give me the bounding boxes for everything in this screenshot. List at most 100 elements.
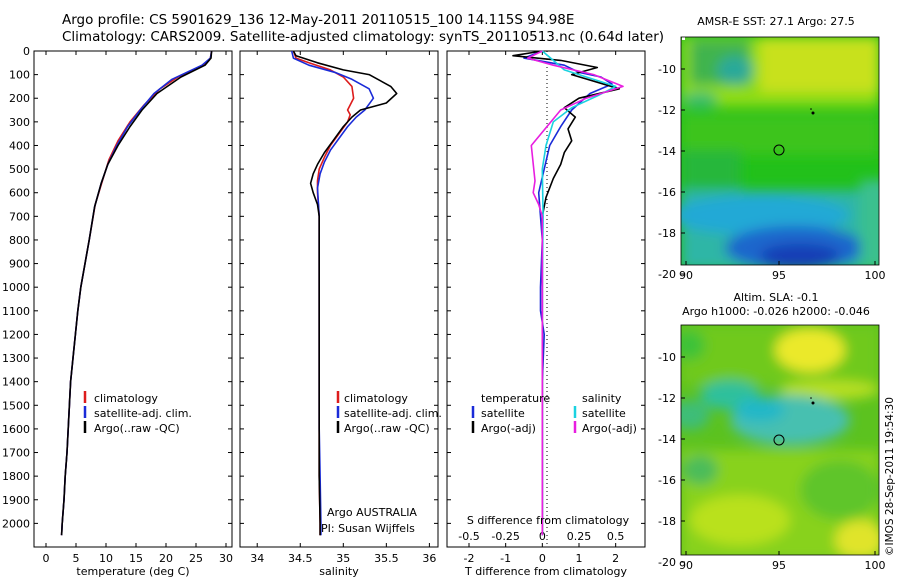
legend-argo-label: Argo(..raw -QC) [344, 422, 430, 435]
map-y-tick-label: -20 [658, 268, 676, 281]
y-tick-label: 1100 [2, 305, 30, 318]
legend-satellite-label: satellite-adj. clim. [344, 407, 442, 420]
series-line-satellite [523, 50, 613, 536]
y-tick-label: 0 [23, 45, 30, 58]
s-difference-tick-label: -0.5 [458, 530, 479, 543]
map-y-tick-label: -10 [658, 351, 676, 364]
series-line-argo-raw-qc [292, 50, 398, 536]
y-tick-label: 200 [9, 92, 30, 105]
float-institution-label: Argo AUSTRALIA [327, 506, 417, 519]
profile-location-marker [773, 434, 785, 446]
map-x-tick-label: 90 [679, 559, 693, 572]
float-track-dot [811, 401, 815, 405]
y-tick-label: 1800 [2, 470, 30, 483]
sst-map-panel: AMSR-E SST: 27.1 Argo: 27.5 -10 -12 -14 -16… [658, 15, 885, 282]
x-tick-label: 0 [539, 552, 546, 565]
float-pi-label: PI: Susan Wijffels [321, 522, 415, 535]
series-line-argo-raw-qc [60, 50, 213, 536]
legend-s-satellite-label: satellite [582, 407, 626, 420]
map-y-tick-label: -14 [658, 145, 676, 158]
legend-climatology-label: climatology [344, 392, 408, 405]
legend-argo-label: Argo(..raw -QC) [94, 422, 180, 435]
x-tick-label: 35.5 [374, 552, 399, 565]
y-tick-label: 1200 [2, 328, 30, 341]
s-difference-tick-label: -0.25 [491, 530, 519, 543]
s-difference-tick-label: 0.25 [567, 530, 592, 543]
legend-t-argo-label: Argo(-adj) [481, 422, 536, 435]
legend-climatology-label: climatology [94, 392, 158, 405]
s-difference-tick-label: 0.5 [607, 530, 625, 543]
map-y-tick-label: -18 [658, 227, 676, 240]
x-tick-label: 0 [43, 552, 50, 565]
series-line-climatology [60, 50, 213, 536]
y-tick-label: 1000 [2, 281, 30, 294]
sla-map-image [681, 325, 879, 555]
series-line-argo-adj [512, 50, 621, 536]
map-y-tick-label: -12 [658, 104, 676, 117]
s-difference-label: S difference from climatology [467, 514, 630, 527]
sst-map-title: AMSR-E SST: 27.1 Argo: 27.5 [697, 15, 855, 28]
x-tick-label: 10 [99, 552, 113, 565]
profile-location-marker [773, 144, 785, 156]
salinity-axes-frame [239, 50, 439, 548]
map-y-tick-label: -12 [658, 392, 676, 405]
x-tick-label: 36 [422, 552, 436, 565]
temperature-legend: climatology satellite-adj. clim. Argo(..… [83, 391, 192, 435]
series-line-satellite [541, 50, 617, 536]
map-y-tick-label: -14 [658, 433, 676, 446]
y-tick-label: 300 [9, 116, 30, 129]
y-tick-label: 1300 [2, 352, 30, 365]
map-x-tick-label: 95 [772, 269, 786, 282]
x-tick-label: -1 [500, 552, 511, 565]
x-tick-label: 34 [250, 552, 264, 565]
map-x-tick-label: 100 [865, 559, 886, 572]
map-y-tick-label: -16 [658, 186, 676, 199]
map-y-tick-label: -10 [658, 63, 676, 76]
y-tick-label: 1700 [2, 447, 30, 460]
map-y-tick-label: -20 [658, 556, 676, 569]
y-tick-label: 1400 [2, 376, 30, 389]
sla-map-panel: Altim. SLA: -0.1 Argo h1000: -0.026 h200… [658, 291, 885, 572]
salinity-xlabel: salinity [319, 565, 359, 578]
x-tick-label: 5 [73, 552, 80, 565]
x-tick-label: 20 [159, 552, 173, 565]
series-line-satellite-adj-clim [290, 50, 375, 536]
sla-map-title: Altim. SLA: -0.1 [733, 291, 818, 304]
t-difference-xlabel: T difference from climatology [464, 565, 627, 578]
y-tick-label: 2000 [2, 517, 30, 530]
float-track-dot [810, 397, 812, 399]
x-tick-label: 25 [189, 552, 203, 565]
salinity-panel: 34 34.5 35 35.5 36 salinity climatology sate… [239, 50, 442, 578]
y-tick-label: 1900 [2, 494, 30, 507]
difference-legend: temperature satellite Argo(-adj) salinit… [471, 392, 637, 435]
x-tick-label: -2 [464, 552, 475, 565]
y-tick-label: 900 [9, 258, 30, 271]
s-difference-tick-label: 0 [539, 530, 546, 543]
map-x-tick-label: 95 [772, 559, 786, 572]
y-tick-label: 700 [9, 210, 30, 223]
legend-temperature-title: temperature [481, 392, 550, 405]
sla-map-frame [680, 324, 880, 556]
series-line-climatology [292, 50, 355, 536]
float-track-dot [811, 111, 815, 115]
x-tick-label: 34.5 [288, 552, 313, 565]
temperature-panel: 0100200300400500600700800900100011001200… [2, 45, 233, 578]
plot-title-line1: Argo profile: CS 5901629_136 12-May-2011… [62, 12, 575, 28]
legend-salinity-title: salinity [582, 392, 622, 405]
y-tick-label: 500 [9, 163, 30, 176]
sst-map-image [681, 37, 879, 265]
temperature-axes-frame [33, 50, 233, 548]
x-tick-label: 30 [219, 552, 233, 565]
x-tick-label: 15 [129, 552, 143, 565]
y-tick-label: 1500 [2, 399, 30, 412]
legend-s-argo-label: Argo(-adj) [582, 422, 637, 435]
plot-title-line2: Climatology: CARS2009. Satellite-adjuste… [62, 29, 665, 45]
x-tick-label: 2 [612, 552, 619, 565]
copyright-footer: ©IMOS 28-Sep-2011 19:54:30 [884, 397, 896, 556]
series-line-argo-adj [526, 50, 624, 536]
map-y-tick-label: -16 [658, 474, 676, 487]
map-x-tick-label: 90 [679, 269, 693, 282]
x-tick-label: 35 [336, 552, 350, 565]
series-line-satellite-adj-clim [60, 50, 213, 536]
difference-panel: -2 -1 0 1 2 -0.5 -0.25 0 0.25 0.5 T difference fr… [446, 50, 646, 578]
